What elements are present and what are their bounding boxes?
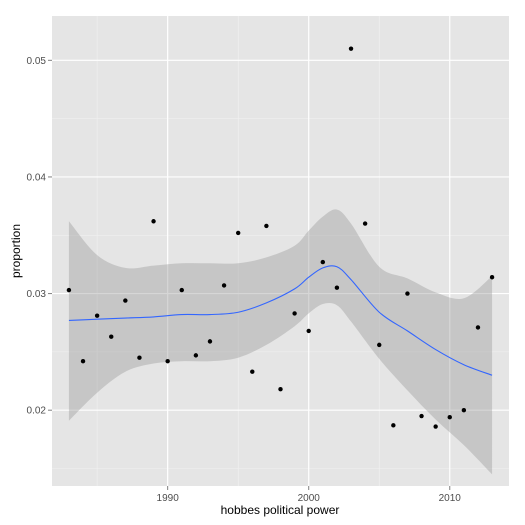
x-axis-ticks: 1990 2000 2010 <box>157 486 462 504</box>
data-point <box>320 259 326 265</box>
data-point <box>66 287 72 293</box>
smooth-line <box>68 265 493 376</box>
data-point <box>461 407 467 413</box>
y-axis-ticks: 0.02 0.03 0.04 0.05 <box>27 56 52 417</box>
data-points <box>66 46 495 429</box>
data-point <box>278 387 283 392</box>
y-tick-label: 0.02 <box>27 406 47 417</box>
data-point <box>109 334 114 339</box>
data-point <box>193 353 199 358</box>
data-point <box>221 283 227 288</box>
y-tick-label: 0.05 <box>27 56 47 67</box>
data-point <box>80 359 86 364</box>
data-point <box>405 291 410 296</box>
data-point <box>306 328 311 334</box>
data-point <box>123 298 128 303</box>
data-point <box>137 355 142 360</box>
confidence-band <box>68 209 493 475</box>
x-axis-label: hobbes political power <box>221 503 340 517</box>
data-point <box>377 342 382 348</box>
data-point <box>94 313 100 318</box>
grid-minor <box>52 16 509 486</box>
data-point <box>433 424 438 429</box>
y-tick-label: 0.03 <box>27 289 47 300</box>
x-tick-label: 2010 <box>439 493 462 504</box>
y-axis-label: proportion <box>9 224 23 278</box>
data-point <box>292 311 297 316</box>
data-point <box>447 414 452 420</box>
data-point <box>165 359 170 364</box>
x-tick-label: 1990 <box>157 493 180 504</box>
data-point <box>207 339 213 344</box>
y-tick-label: 0.04 <box>27 172 47 183</box>
plot-panel <box>52 16 509 486</box>
data-point <box>419 413 424 419</box>
data-point <box>391 423 396 428</box>
grid-major <box>52 16 509 486</box>
data-point <box>348 46 354 51</box>
data-point <box>334 285 340 290</box>
data-point <box>179 287 184 293</box>
data-point <box>250 369 255 374</box>
x-tick-label: 2000 <box>298 493 321 504</box>
data-point <box>151 219 156 224</box>
data-point <box>489 275 495 280</box>
data-point <box>235 230 241 236</box>
data-point <box>264 223 269 229</box>
data-point <box>475 325 481 330</box>
data-point <box>362 221 368 226</box>
